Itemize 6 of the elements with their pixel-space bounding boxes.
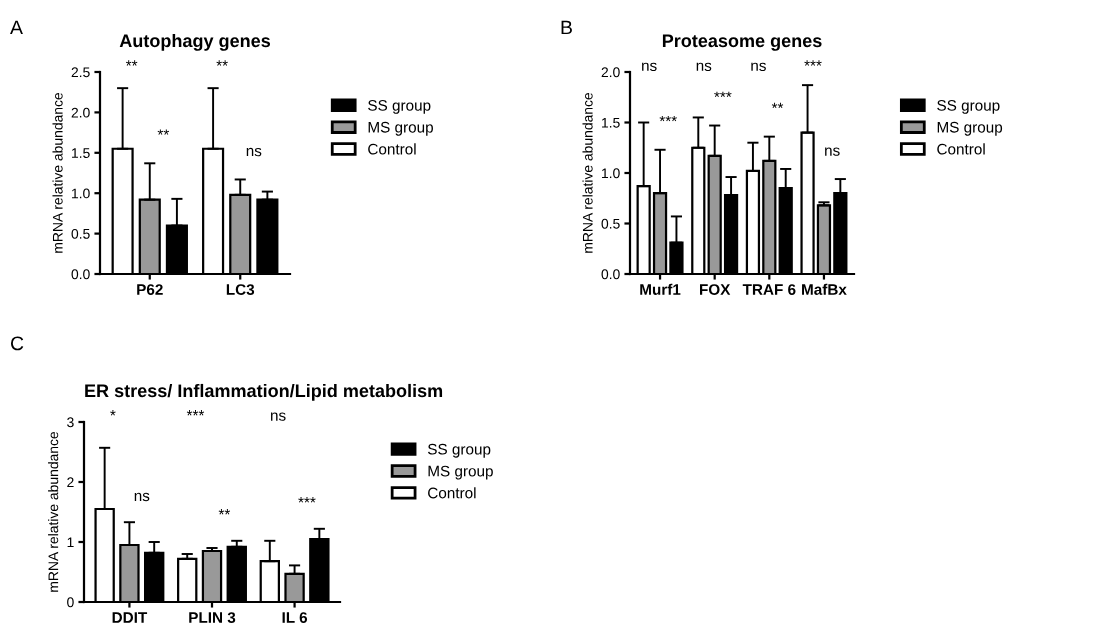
text: C	[10, 336, 24, 351]
chart-title: Proteasome genes	[662, 34, 822, 51]
chart-title: ER stress/ Inflammation/Lipid metabolism	[85, 383, 443, 401]
text: B	[561, 20, 572, 35]
text: A	[10, 20, 23, 35]
chart-title: Autophagy genes	[119, 33, 271, 51]
